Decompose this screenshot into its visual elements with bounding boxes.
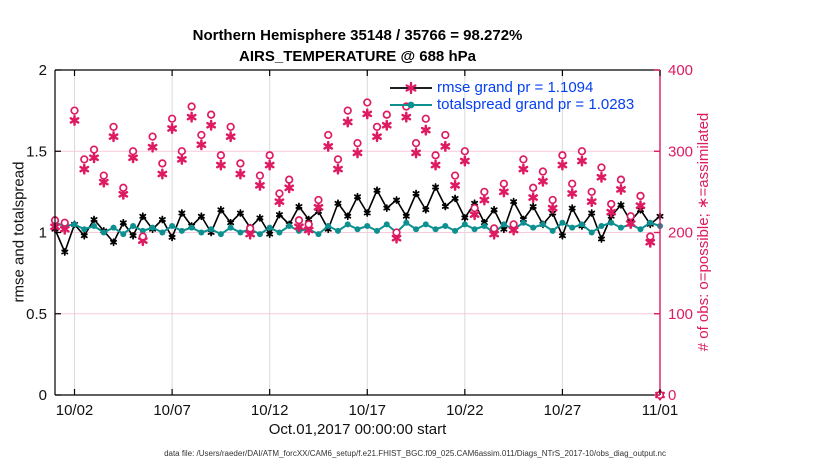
- rmse-legend-sample-icon: [390, 81, 432, 94]
- svg-text:1: 1: [39, 225, 47, 242]
- x-axis-label: Oct.01,2017 00:00:00 start: [268, 421, 447, 438]
- svg-text:10/02: 10/02: [56, 402, 94, 419]
- svg-text:0.5: 0.5: [26, 306, 47, 323]
- svg-text:10/17: 10/17: [348, 402, 386, 419]
- obs-possible-series: [50, 98, 665, 400]
- svg-text:10/07: 10/07: [153, 402, 191, 419]
- legend-item-totalspread: totalspread grand pr = 1.0283: [388, 96, 634, 113]
- right-axis-label: # of obs: o=possible; ∗=assimilated: [695, 112, 712, 352]
- grid-layer: [55, 70, 660, 395]
- left-axis-label: rmse and totalspread: [10, 161, 28, 303]
- svg-text:11/01: 11/01: [642, 402, 678, 419]
- svg-text:10/27: 10/27: [544, 402, 582, 419]
- obs-assimilated-series: [50, 108, 665, 401]
- svg-text:10/22: 10/22: [446, 402, 484, 419]
- chart-title-line1: Northern Hemisphere 35148 / 35766 = 98.2…: [192, 27, 523, 44]
- legend: rmse grand pr = 1.1094 totalspread grand…: [388, 79, 634, 113]
- svg-text:10/12: 10/12: [251, 402, 289, 419]
- legend-label-rmse: rmse grand pr = 1.1094: [437, 79, 594, 96]
- totalspread-legend-sample-icon: [390, 101, 432, 108]
- chart-title-line2: AIRS_TEMPERATURE @ 688 hPa: [239, 48, 476, 65]
- svg-text:400: 400: [668, 62, 693, 79]
- axes-layer: [54, 69, 661, 396]
- legend-item-rmse: rmse grand pr = 1.1094: [388, 79, 634, 96]
- svg-text:0: 0: [39, 387, 47, 404]
- tick-labels: 0 0.5 1 1.5 2 0 100 200 300 400 10/02 10/07 10/12 10/…: [26, 62, 693, 419]
- data-file-path: data file: /Users/raeder/DAI/ATM_forcXX/…: [164, 449, 666, 458]
- svg-text:1.5: 1.5: [26, 143, 47, 160]
- svg-text:2: 2: [39, 62, 47, 79]
- svg-text:100: 100: [668, 306, 693, 323]
- svg-text:200: 200: [668, 225, 693, 242]
- legend-label-totalspread: totalspread grand pr = 1.0283: [437, 96, 635, 113]
- svg-text:300: 300: [668, 143, 693, 160]
- svg-text:0: 0: [668, 387, 676, 404]
